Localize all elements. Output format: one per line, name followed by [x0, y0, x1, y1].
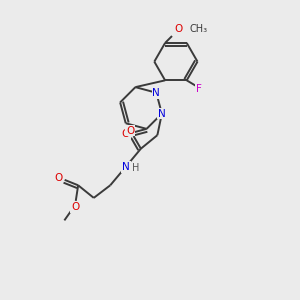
- Text: N: N: [158, 109, 166, 118]
- Text: O: O: [71, 202, 79, 212]
- Text: O: O: [126, 125, 134, 136]
- Text: O: O: [122, 130, 130, 140]
- Text: O: O: [54, 173, 62, 183]
- Text: F: F: [196, 84, 202, 94]
- Text: H: H: [133, 163, 140, 172]
- Text: N: N: [122, 162, 130, 172]
- Text: N: N: [152, 88, 160, 98]
- Text: CH₃: CH₃: [189, 24, 207, 34]
- Text: O: O: [174, 24, 182, 34]
